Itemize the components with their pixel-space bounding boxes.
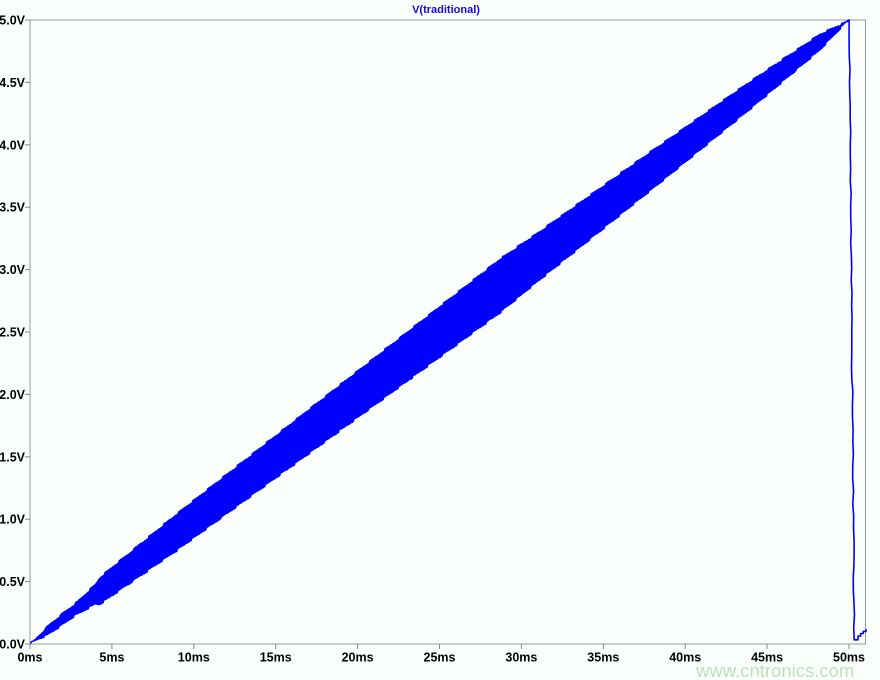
svg-text:www.cntronics.com: www.cntronics.com (695, 660, 854, 680)
svg-text:4.5V: 4.5V (0, 76, 26, 90)
svg-text:5.0V: 5.0V (0, 14, 26, 28)
svg-text:2.0V: 2.0V (0, 388, 26, 402)
svg-text:30ms: 30ms (505, 651, 537, 665)
svg-text:0ms: 0ms (17, 651, 42, 665)
svg-text:0.5V: 0.5V (0, 575, 26, 589)
svg-text:5ms: 5ms (99, 651, 124, 665)
svg-text:35ms: 35ms (587, 651, 619, 665)
svg-text:1.0V: 1.0V (0, 513, 26, 527)
svg-text:20ms: 20ms (342, 651, 374, 665)
svg-text:25ms: 25ms (424, 651, 456, 665)
svg-text:V(traditional): V(traditional) (412, 4, 480, 16)
svg-text:15ms: 15ms (260, 651, 292, 665)
svg-text:3.0V: 3.0V (0, 263, 26, 277)
svg-text:4.0V: 4.0V (0, 138, 26, 152)
svg-text:2.5V: 2.5V (0, 326, 26, 340)
svg-text:1.5V: 1.5V (0, 450, 26, 464)
svg-text:3.5V: 3.5V (0, 201, 26, 215)
svg-text:10ms: 10ms (178, 651, 210, 665)
svg-text:0.0V: 0.0V (0, 638, 26, 652)
